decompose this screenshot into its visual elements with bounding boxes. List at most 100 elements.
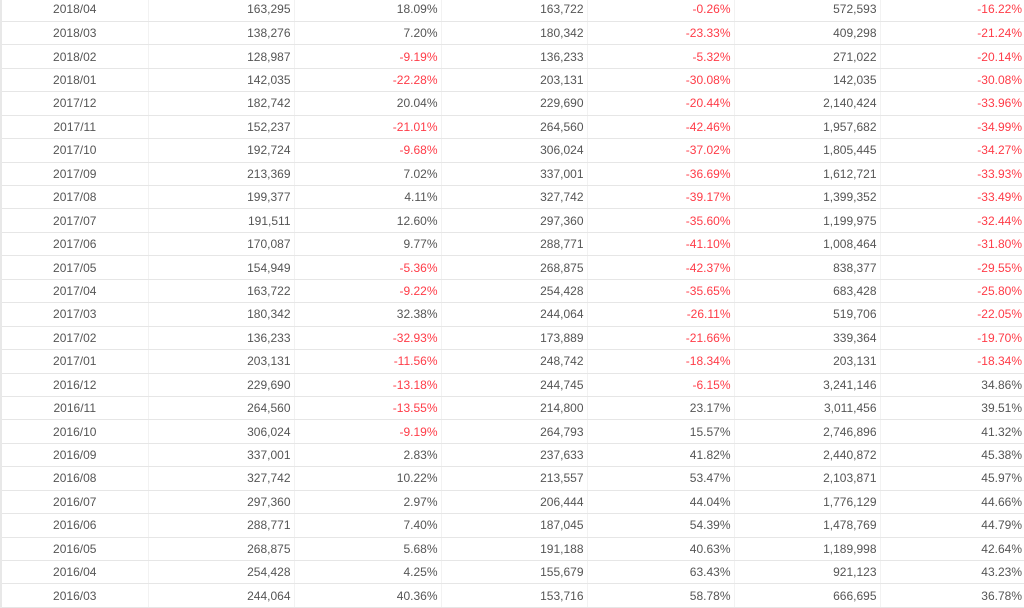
cumulative-cell: 3,241,146: [734, 373, 881, 397]
change-a-cell: -32.93%: [294, 326, 442, 351]
table-row: 2017/10 192,724 -9.68% 306,024 -37.02% 1,805,…: [1, 138, 1024, 163]
cumulative-cell: 1,776,129: [734, 490, 881, 515]
month-cell: 2016/10: [1, 419, 149, 444]
cumulative-change-cell: 45.38%: [880, 443, 1024, 468]
cumulative-cell: 519,706: [734, 302, 881, 327]
value-a-cell: 154,949: [148, 255, 295, 280]
month-cell: 2017/03: [1, 302, 149, 327]
value-a-cell: 254,428: [148, 560, 295, 585]
cumulative-cell: 1,199,975: [734, 208, 881, 233]
month-cell: 2017/06: [1, 232, 149, 257]
month-cell: 2017/05: [1, 255, 149, 280]
change-a-cell: 32.38%: [294, 302, 442, 327]
change-a-cell: 18.09%: [294, 0, 442, 22]
value-a-cell: 142,035: [148, 68, 295, 93]
value-a-cell: 213,369: [148, 162, 295, 187]
value-b-cell: 268,875: [441, 255, 588, 280]
value-a-cell: 163,295: [148, 0, 295, 22]
change-b-cell: -26.11%: [587, 302, 735, 327]
value-b-cell: 203,131: [441, 68, 588, 93]
value-b-cell: 136,233: [441, 44, 588, 69]
cumulative-change-cell: 42.64%: [880, 537, 1024, 562]
value-a-cell: 138,276: [148, 21, 295, 46]
value-a-cell: 128,987: [148, 44, 295, 69]
value-b-cell: 244,745: [441, 373, 588, 397]
cumulative-change-cell: 39.51%: [880, 396, 1024, 421]
cumulative-change-cell: -22.05%: [880, 302, 1024, 327]
change-b-cell: -42.37%: [587, 255, 735, 280]
value-a-cell: 192,724: [148, 138, 295, 163]
cumulative-cell: 3,011,456: [734, 396, 881, 421]
month-cell: 2017/10: [1, 138, 149, 163]
month-cell: 2017/08: [1, 185, 149, 210]
value-b-cell: 155,679: [441, 560, 588, 585]
change-b-cell: -35.65%: [587, 279, 735, 304]
cumulative-cell: 1,612,721: [734, 162, 881, 187]
value-b-cell: 327,742: [441, 185, 588, 210]
month-cell: 2018/03: [1, 21, 149, 46]
cumulative-change-cell: -16.22%: [880, 0, 1024, 22]
change-a-cell: 7.40%: [294, 513, 442, 538]
cumulative-cell: 2,746,896: [734, 419, 881, 444]
change-a-cell: -5.36%: [294, 255, 442, 280]
change-b-cell: 40.63%: [587, 537, 735, 562]
cumulative-change-cell: -29.55%: [880, 255, 1024, 280]
change-a-cell: -9.68%: [294, 138, 442, 163]
change-b-cell: -36.69%: [587, 162, 735, 187]
cumulative-change-cell: 41.32%: [880, 419, 1024, 444]
change-b-cell: 54.39%: [587, 513, 735, 538]
month-cell: 2017/01: [1, 349, 149, 374]
table-row: 2016/11 264,560 -13.55% 214,800 23.17% 3,011,…: [1, 396, 1024, 421]
change-a-cell: -13.55%: [294, 396, 442, 421]
change-a-cell: -11.56%: [294, 349, 442, 374]
cumulative-change-cell: 43.23%: [880, 560, 1024, 585]
change-b-cell: -30.08%: [587, 68, 735, 93]
table-row: 2018/01 142,035 -22.28% 203,131 -30.08% 142,0…: [1, 68, 1024, 93]
change-b-cell: -6.15%: [587, 373, 735, 397]
change-a-cell: 9.77%: [294, 232, 442, 257]
cumulative-change-cell: -18.34%: [880, 349, 1024, 374]
value-a-cell: 163,722: [148, 279, 295, 304]
change-b-cell: -5.32%: [587, 44, 735, 69]
cumulative-cell: 1,189,998: [734, 537, 881, 562]
cumulative-change-cell: 34.86%: [880, 373, 1024, 397]
change-a-cell: 4.11%: [294, 185, 442, 210]
value-a-cell: 229,690: [148, 373, 295, 397]
cumulative-change-cell: 44.66%: [880, 490, 1024, 515]
table-row: 2017/06 170,087 9.77% 288,771 -41.10% 1,008,4…: [1, 232, 1024, 257]
table-row: 2016/08 327,742 10.22% 213,557 53.47% 2,103,8…: [1, 466, 1024, 491]
change-b-cell: 44.04%: [587, 490, 735, 515]
cumulative-change-cell: -19.70%: [880, 326, 1024, 351]
value-a-cell: 297,360: [148, 490, 295, 515]
value-b-cell: 306,024: [441, 138, 588, 163]
change-a-cell: 2.97%: [294, 490, 442, 515]
change-a-cell: 7.20%: [294, 21, 442, 46]
month-cell: 2017/09: [1, 162, 149, 187]
table-row: 2017/07 191,511 12.60% 297,360 -35.60% 1,199,…: [1, 208, 1024, 233]
cumulative-change-cell: -20.14%: [880, 44, 1024, 69]
value-a-cell: 136,233: [148, 326, 295, 351]
value-b-cell: 187,045: [441, 513, 588, 538]
month-cell: 2016/08: [1, 466, 149, 491]
value-a-cell: 264,560: [148, 396, 295, 421]
table-row: 2017/09 213,369 7.02% 337,001 -36.69% 1,612,7…: [1, 162, 1024, 187]
change-b-cell: 63.43%: [587, 560, 735, 585]
month-cell: 2018/04: [1, 0, 149, 22]
change-b-cell: -21.66%: [587, 326, 735, 351]
cumulative-change-cell: -33.49%: [880, 185, 1024, 210]
cumulative-cell: 2,440,872: [734, 443, 881, 468]
change-a-cell: 5.68%: [294, 537, 442, 562]
value-b-cell: 264,793: [441, 419, 588, 444]
value-b-cell: 264,560: [441, 115, 588, 140]
value-b-cell: 229,690: [441, 91, 588, 116]
month-cell: 2017/12: [1, 91, 149, 116]
cumulative-cell: 1,478,769: [734, 513, 881, 538]
value-b-cell: 180,342: [441, 21, 588, 46]
value-a-cell: 182,742: [148, 91, 295, 116]
cumulative-cell: 142,035: [734, 68, 881, 93]
table-row: 2017/11 152,237 -21.01% 264,560 -42.46% 1,957…: [1, 115, 1024, 140]
value-b-cell: 248,742: [441, 349, 588, 374]
value-a-cell: 180,342: [148, 302, 295, 327]
cumulative-cell: 339,364: [734, 326, 881, 351]
